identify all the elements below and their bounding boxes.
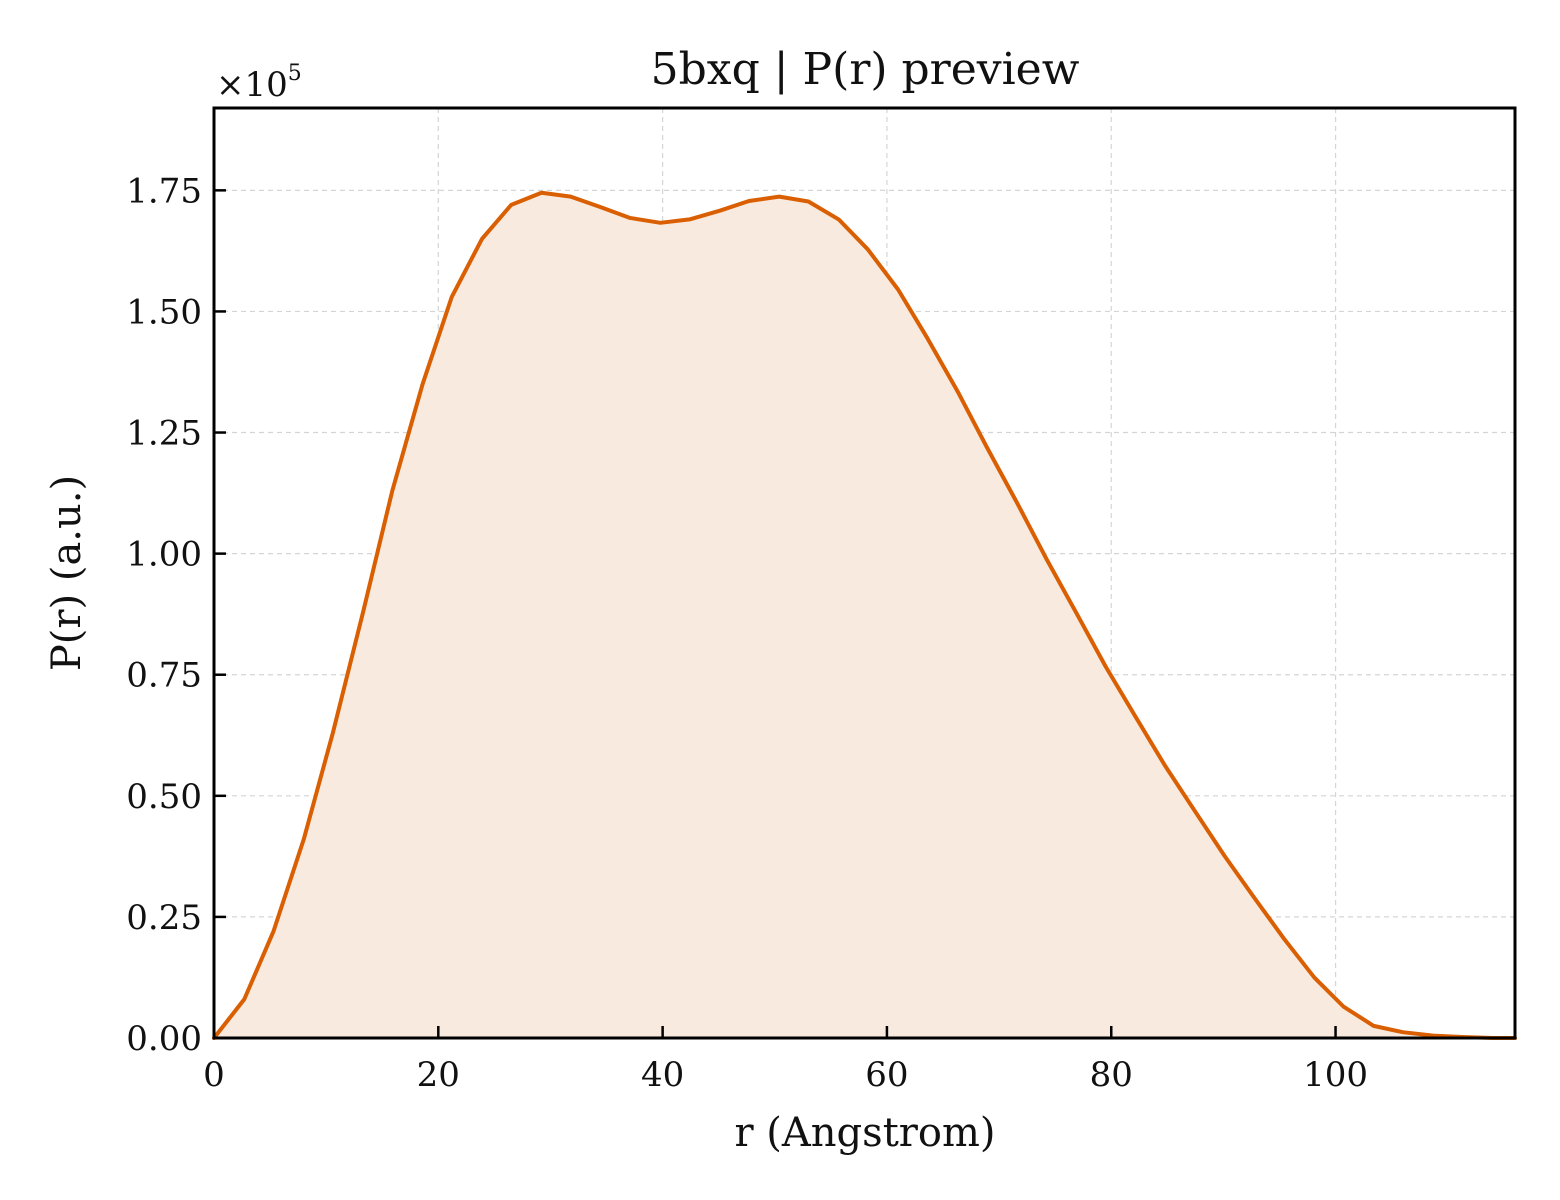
y-tick-label: 1.25	[126, 414, 202, 454]
x-tick-label: 100	[1303, 1055, 1368, 1095]
x-tick-label: 60	[865, 1055, 908, 1095]
x-tick-label: 20	[417, 1055, 460, 1095]
x-tick-label: 80	[1090, 1055, 1133, 1095]
x-tick-label: 0	[203, 1055, 225, 1095]
x-tick-label: 40	[641, 1055, 684, 1095]
y-multiplier: ×105	[216, 61, 302, 105]
axis-ticks	[212, 189, 1337, 1040]
y-tick-label: 1.00	[126, 535, 202, 575]
y-tick-label: 0.50	[126, 777, 202, 817]
y-tick-label: 1.75	[126, 171, 202, 211]
pr-curve-line	[212, 190, 1517, 1040]
x-axis-label: r (Angstrom)	[734, 1110, 995, 1156]
y-tick-label: 1.50	[126, 292, 202, 332]
y-tick-label: 0.75	[126, 656, 202, 696]
chart-title: 5bxq | P(r) preview	[651, 44, 1080, 95]
y-multiplier-base: ×10	[216, 65, 288, 105]
tick-labels: 0 20 40 60 80 100 0.00 0.25 0.50 0.75 1.00 1.25 1.50…	[126, 171, 1368, 1095]
y-tick-label: 0.00	[126, 1019, 202, 1059]
y-tick-label: 0.25	[126, 898, 202, 938]
y-axis-label: P(r) (a.u.)	[44, 475, 90, 671]
plot-frame	[212, 106, 1517, 1040]
y-multiplier-exponent: 5	[288, 61, 302, 86]
pr-area-fill	[214, 192, 1515, 1038]
